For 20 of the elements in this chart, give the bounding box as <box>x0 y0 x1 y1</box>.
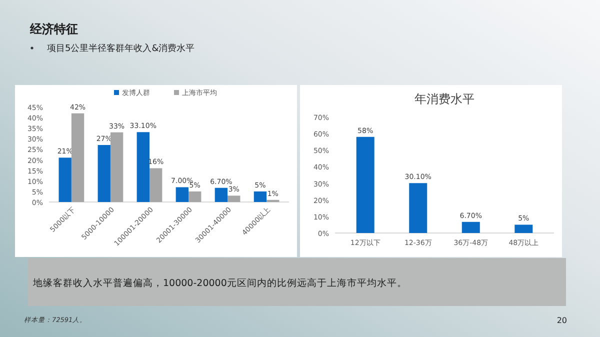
bar <box>356 136 374 233</box>
bar <box>188 191 202 202</box>
bar <box>214 188 228 202</box>
bar <box>71 113 84 202</box>
chart-title: 年消费水平 <box>414 92 474 106</box>
bar <box>514 224 533 233</box>
bar <box>110 132 124 202</box>
bar <box>176 187 189 202</box>
bar <box>462 222 480 233</box>
bar <box>149 168 162 202</box>
bar <box>58 158 72 202</box>
bar <box>409 183 428 233</box>
chart-title: 经济特征 <box>29 22 78 36</box>
bar <box>228 196 240 202</box>
text: 20 <box>556 316 567 325</box>
bar <box>136 132 150 202</box>
chart-subtitle: 项目5公里半径客群年收入&消费水平 <box>47 43 195 54</box>
text: 地缘客群收入水平普遍偏高，10000-20000元区间内的比例远高于上海市平均水平。 <box>32 277 407 289</box>
bar <box>98 145 110 202</box>
bar <box>254 191 267 202</box>
